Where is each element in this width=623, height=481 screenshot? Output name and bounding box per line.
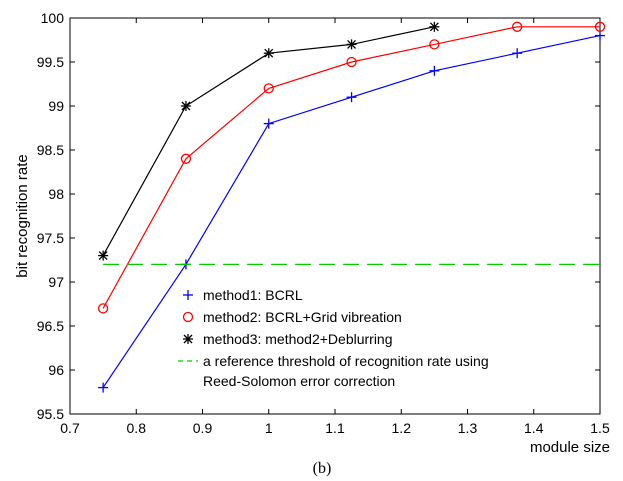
x-tick-label: 0.8 (127, 420, 147, 436)
y-tick-label: 98.5 (37, 142, 64, 158)
plot-area (69, 17, 601, 415)
data-point (429, 39, 440, 50)
y-tick-label: 99.5 (37, 54, 64, 70)
y-tick-label: 99 (48, 98, 64, 114)
legend: method1: BCRL method2: BCRL+Grid vibreati… (178, 287, 489, 389)
legend-swatch (183, 334, 193, 344)
legend-swatch (183, 290, 193, 300)
data-point (594, 21, 606, 32)
legend-item-4: a reference threshold of recognition rat… (178, 353, 489, 389)
x-tick-label: 1.1 (325, 420, 345, 436)
data-point (98, 250, 109, 261)
data-point (263, 48, 274, 59)
legend-item-3: method3: method2+Deblurring (183, 331, 393, 347)
y-axis-label: bit recognition rate (14, 154, 31, 277)
legend-label-continued: Reed-Solomon error correction (203, 373, 395, 389)
y-tick-label: 97 (48, 274, 64, 290)
x-tick-label: 1.4 (524, 420, 544, 436)
legend-label: method2: BCRL+Grid vibreation (203, 309, 402, 325)
data-point (512, 48, 523, 59)
series-line (102, 26, 600, 309)
data-point (180, 101, 191, 111)
x-tick-label: 1.2 (392, 420, 412, 436)
data-point (263, 83, 274, 94)
y-tick-label: 96.5 (37, 318, 64, 334)
data-point (346, 92, 357, 103)
data-point (97, 303, 109, 314)
legend-item-2: method2: BCRL+Grid vibreation (182, 309, 402, 325)
legend-label: method3: method2+Deblurring (203, 331, 393, 347)
data-point (429, 21, 440, 32)
legend-label: a reference threshold of recognition rat… (203, 353, 489, 369)
data-point (346, 39, 357, 50)
data-point (595, 30, 605, 41)
axis-ticks: 0.7 0.8 0.9 1 1.1 1.2 1.3 1.4 1.5 95.5 96 96.5 97 97.… (37, 10, 610, 436)
x-axis-label: module size (530, 439, 610, 456)
series-2 (97, 21, 606, 314)
y-tick-label: 100 (41, 10, 65, 26)
y-tick-label: 97.5 (37, 230, 64, 246)
x-tick-label: 0.7 (60, 420, 80, 436)
y-tick-label: 95.5 (37, 406, 64, 422)
legend-label: method1: BCRL (203, 287, 303, 303)
y-tick-label: 96 (48, 362, 64, 378)
data-point (346, 56, 357, 68)
x-tick-label: 0.9 (193, 420, 213, 436)
data-point (512, 21, 523, 32)
x-tick-label: 1.3 (458, 420, 478, 436)
x-tick-label: 1.5 (590, 420, 610, 436)
legend-item-1: method1: BCRL (183, 287, 303, 303)
data-point (263, 118, 274, 129)
data-point (98, 382, 109, 393)
legend-swatch (182, 311, 194, 323)
data-point (180, 153, 192, 164)
figure-caption: (b) (313, 460, 332, 477)
series-3 (98, 21, 440, 261)
y-tick-label: 98 (48, 186, 64, 202)
data-point (429, 65, 440, 76)
x-tick-label: 1 (265, 420, 273, 436)
series-layer (97, 21, 606, 393)
